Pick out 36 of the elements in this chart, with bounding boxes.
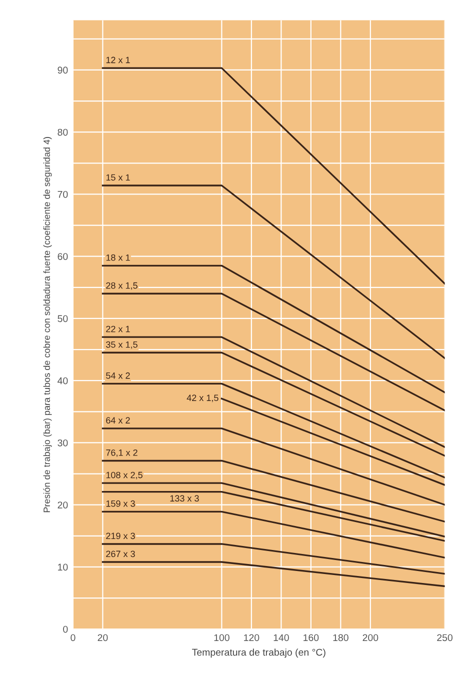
series-label: 108 x 2,5 — [106, 472, 142, 480]
y-tick-label: 30 — [58, 439, 68, 446]
series-label: 15 x 1 — [106, 174, 130, 181]
x-tick-label: 180 — [333, 634, 348, 642]
x-tick-label: 140 — [274, 634, 289, 642]
series-label: 64 x 2 — [106, 417, 130, 424]
y-tick-label: 50 — [58, 315, 68, 322]
x-tick-label: 200 — [362, 634, 378, 642]
x-tick-label: 160 — [304, 634, 319, 642]
series-label: 54 x 2 — [106, 372, 130, 379]
y-tick-label: 80 — [58, 128, 68, 136]
x-tick-label: 120 — [244, 634, 260, 642]
series-label: 267 x 3 — [106, 550, 135, 558]
y-tick-label: 10 — [58, 564, 68, 571]
x-tick-label: 250 — [437, 634, 452, 642]
series-label: 219 x 3 — [106, 532, 135, 540]
series-label: 22 x 1 — [106, 326, 130, 332]
y-tick-label: 20 — [58, 502, 68, 508]
y-tick-label: 90 — [58, 66, 68, 74]
series-label: 12 x 1 — [106, 56, 130, 64]
y-axis-title: Presión de trabajo (bar) para tubos de cobre con soldadura fuerte (coeficiente de seguridad 4) — [43, 137, 52, 512]
y-tick-label: 40 — [58, 377, 68, 384]
y-tick-label: 60 — [58, 253, 68, 260]
y-tick-label: 70 — [58, 190, 68, 198]
x-tick-label: 100 — [214, 634, 230, 642]
series-label: 159 x 3 — [106, 500, 135, 507]
series-label: 28 x 1,5 — [106, 282, 138, 290]
x-axis-title: Temperatura de trabajo (en °C) — [192, 648, 326, 658]
x-tick-label: 0 — [70, 634, 76, 642]
series-label: 18 x 1 — [106, 254, 130, 261]
series-label: 133 x 3 — [170, 495, 199, 502]
series-label: 42 x 1,5 — [186, 394, 218, 402]
series-label: 35 x 1,5 — [106, 341, 138, 349]
x-tick-label: 20 — [98, 634, 108, 642]
series-label: 76,1 x 2 — [106, 449, 138, 457]
y-tick-label: 0 — [63, 626, 68, 633]
